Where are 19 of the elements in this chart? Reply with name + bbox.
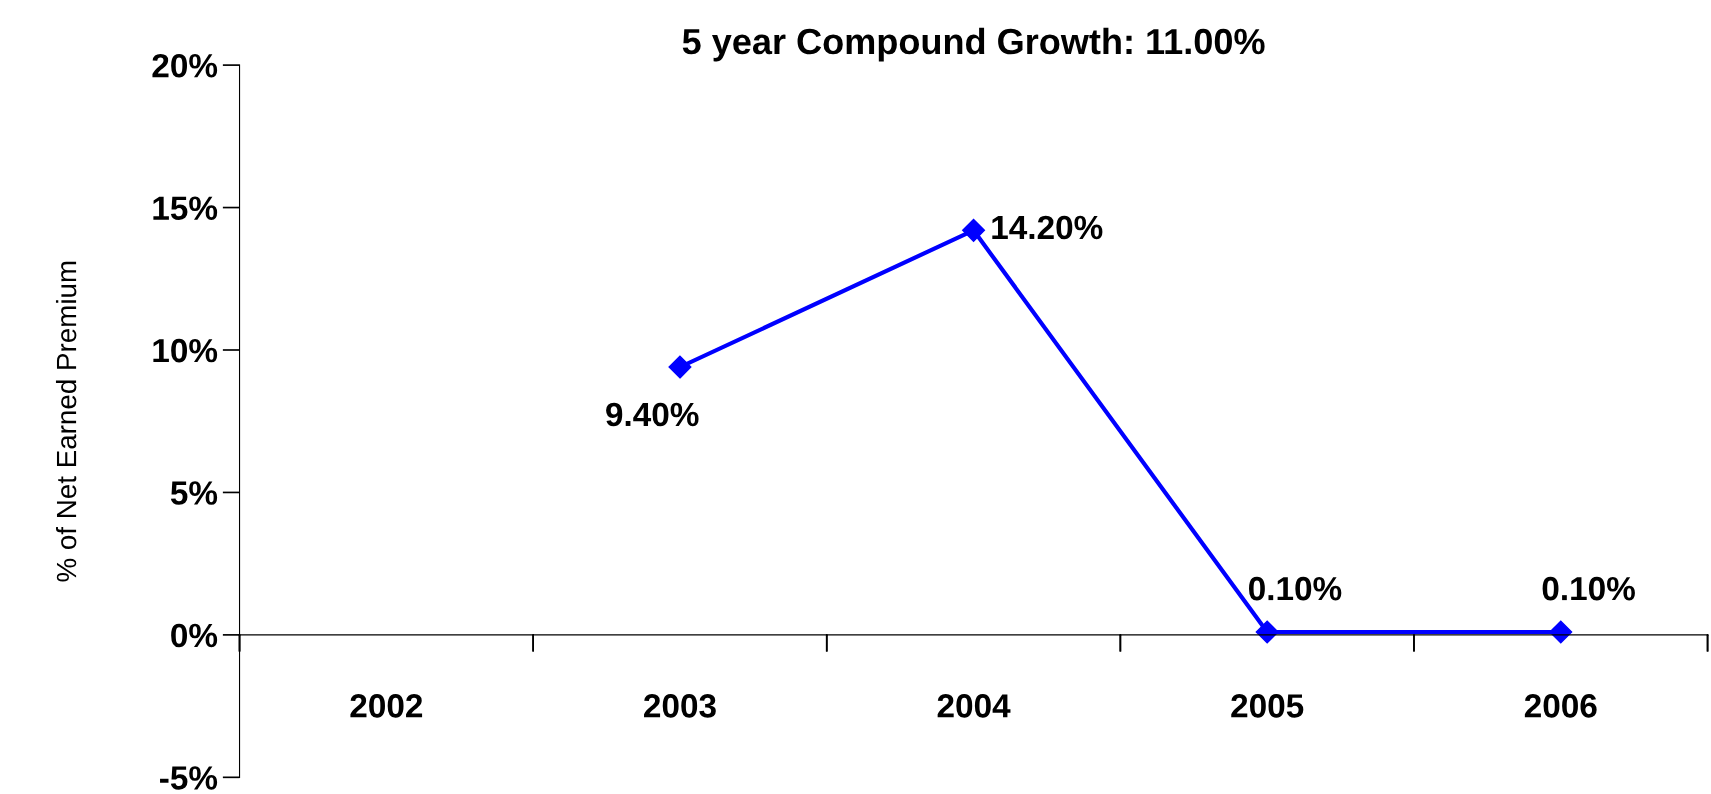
- y-tick-label: -5%: [160, 766, 218, 790]
- point: [668, 355, 692, 379]
- y-tick-label: 5%: [170, 481, 218, 505]
- point: [962, 218, 986, 242]
- x-tick-label: 2004: [937, 694, 1011, 718]
- x-tick-label: 2006: [1524, 694, 1597, 718]
- x-tick-label: 2002: [350, 694, 423, 718]
- chart-title: 5 year Compound Growth: 11.00%: [682, 27, 1265, 62]
- data-label: 0.10%: [1249, 576, 1342, 601]
- y-tick-label: 0%: [171, 623, 218, 648]
- data-label: 0.10%: [1542, 576, 1635, 601]
- y-tick-label: 20%: [152, 53, 218, 78]
- y-tick-label: 15%: [153, 196, 218, 220]
- y-axis-title: % of Net Earned Premium: [55, 261, 77, 582]
- data-label: 14.20%: [992, 215, 1103, 240]
- x-tick-label: 2005: [1231, 694, 1304, 718]
- x-tick-label: 2003: [644, 694, 716, 718]
- y-tick-label: 10%: [153, 338, 218, 363]
- data-label: 9.40%: [606, 402, 699, 427]
